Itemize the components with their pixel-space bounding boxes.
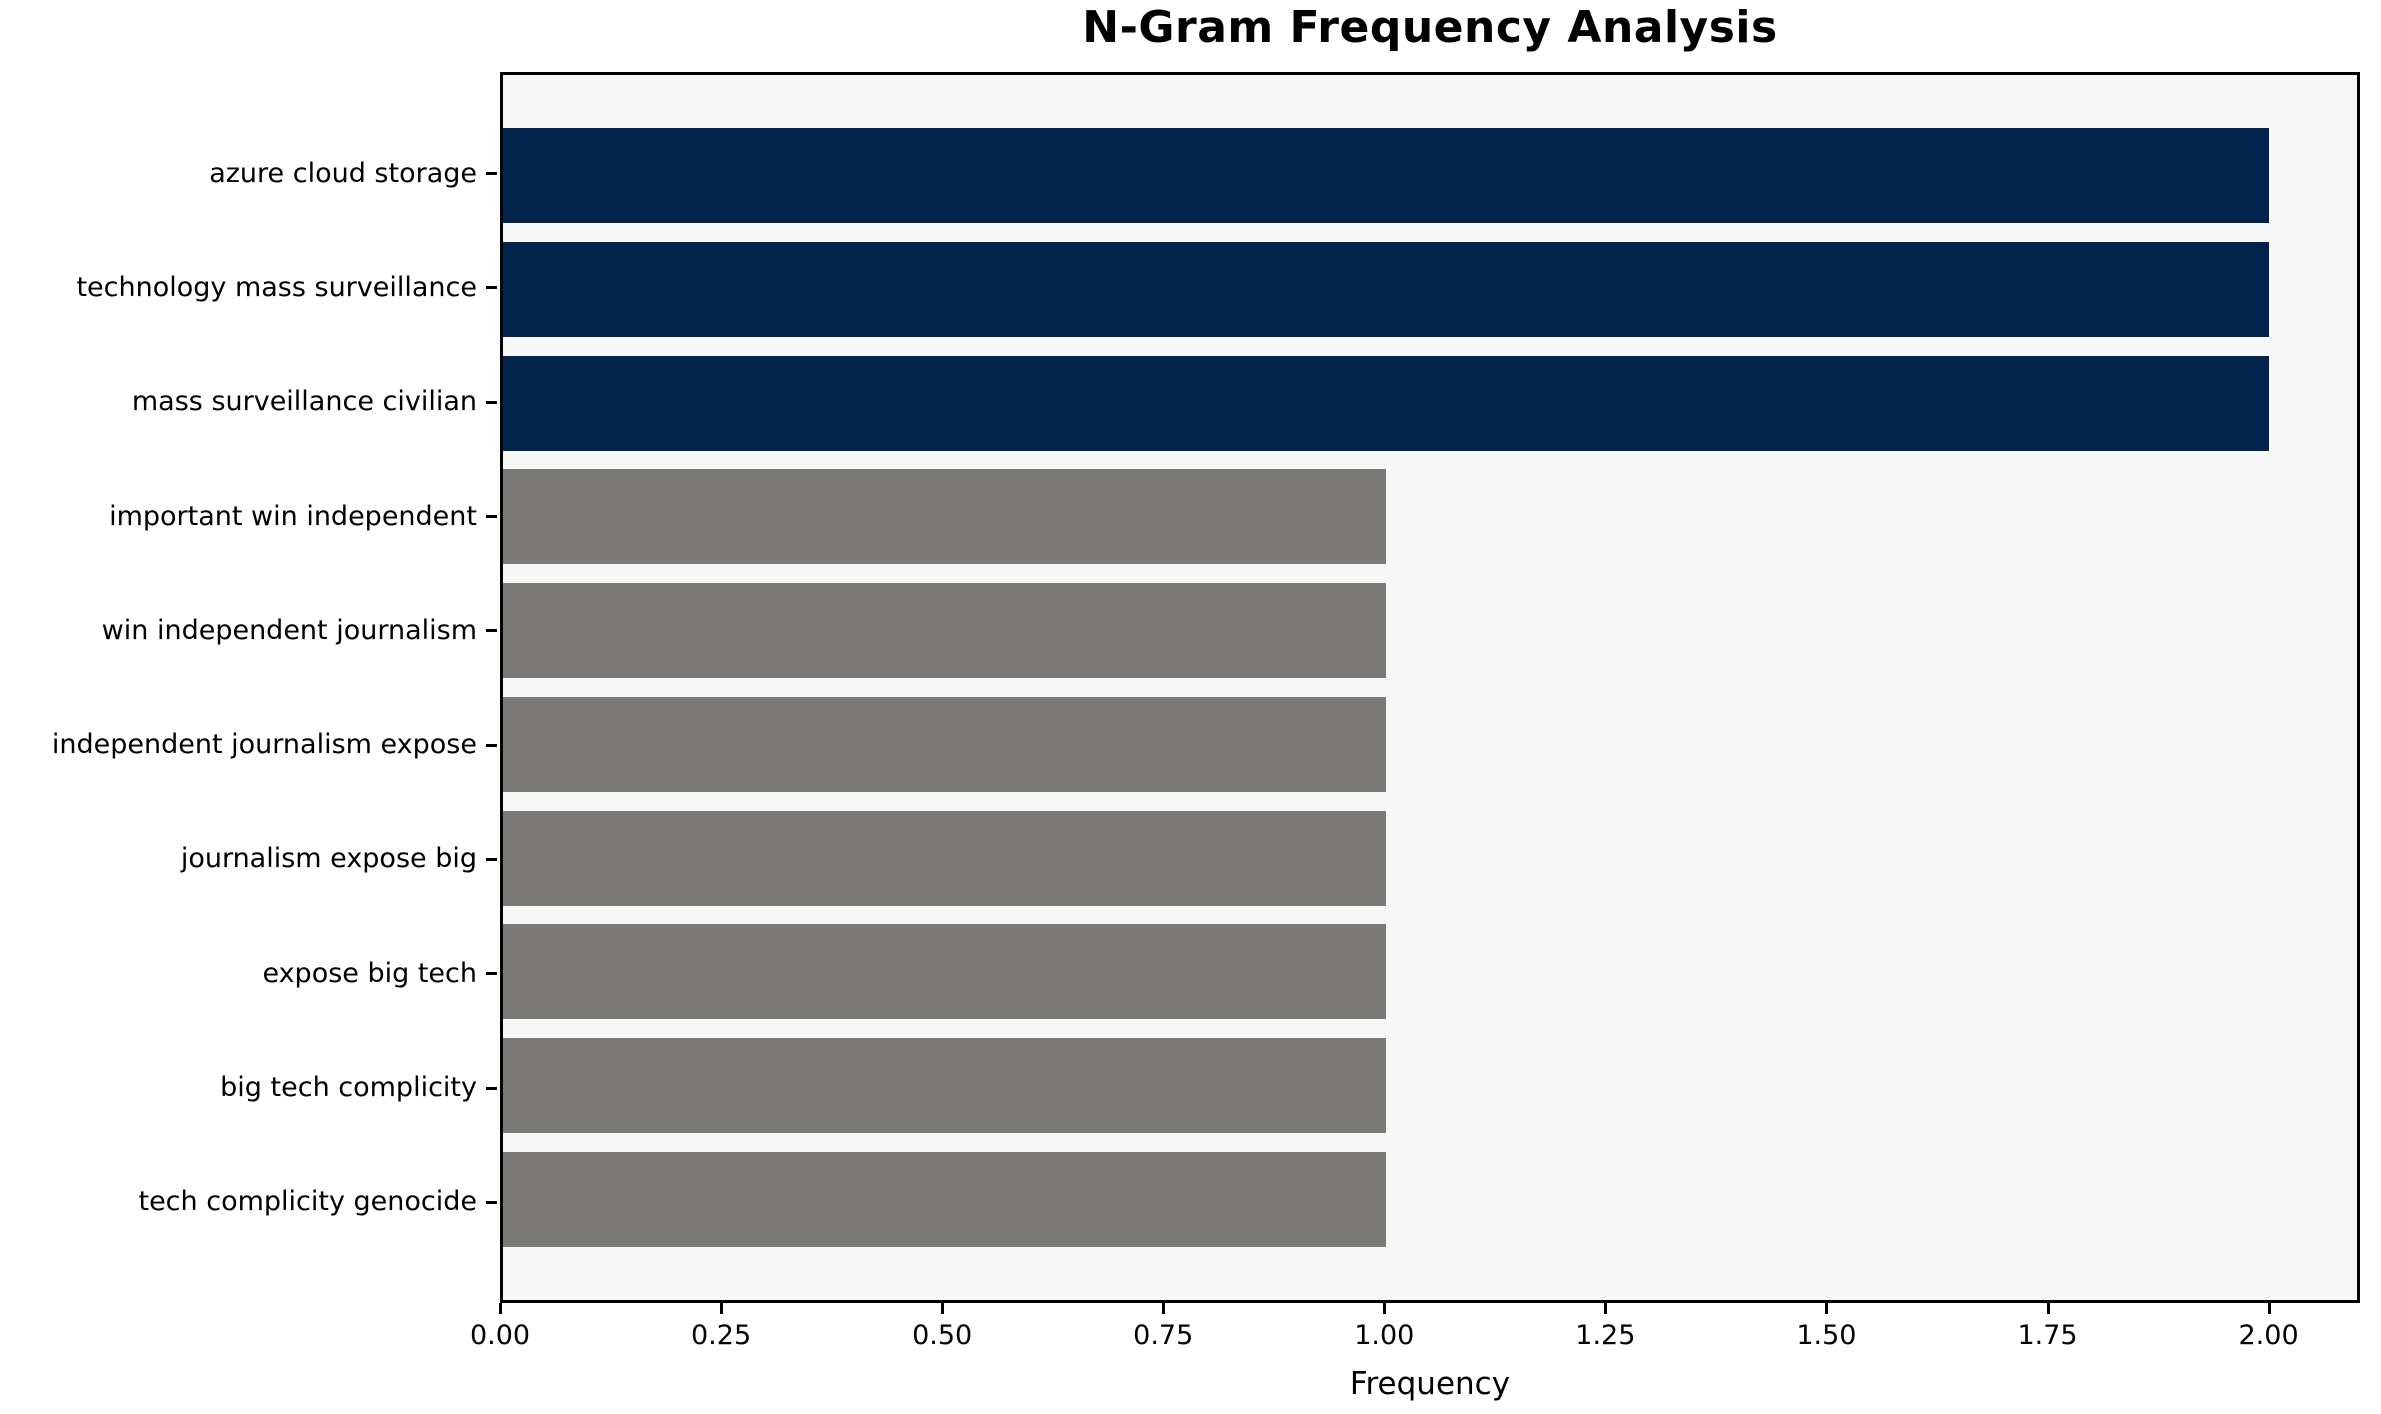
y-tick-label: mass surveillance civilian xyxy=(0,345,497,459)
chart-title: N-Gram Frequency Analysis xyxy=(1082,2,1778,53)
y-tick-label: journalism expose big xyxy=(0,802,497,916)
y-tick-mark xyxy=(486,857,497,861)
x-tick-label: 1.00 xyxy=(1354,1320,1415,1351)
bar-row xyxy=(503,1029,2357,1143)
x-tick-label: 0.00 xyxy=(469,1320,531,1351)
plot-area xyxy=(500,72,2360,1303)
bar xyxy=(503,924,1386,1020)
bar xyxy=(503,242,2269,338)
y-tick-label: important win independent xyxy=(0,459,497,573)
x-tick-label: 1.50 xyxy=(1796,1320,1857,1351)
bar-row xyxy=(503,915,2357,1029)
x-tick-label: 0.25 xyxy=(691,1320,752,1351)
bar xyxy=(503,1037,1386,1133)
y-tick-label: tech complicity genocide xyxy=(0,1145,497,1259)
x-tick-mark xyxy=(2267,1303,2271,1314)
y-tick-mark xyxy=(486,1086,497,1090)
x-tick-label: 0.50 xyxy=(912,1320,973,1351)
x-axis: 0.00 0.25 0.50 0.75 1.00 1.25 1.50 1.75 2.00 xyxy=(470,1300,2357,1360)
x-tick-label: 1.25 xyxy=(1575,1320,1636,1351)
bar xyxy=(503,128,2269,224)
x-tick-mark xyxy=(1825,1303,1829,1314)
bar xyxy=(503,810,1386,906)
bars-area xyxy=(503,75,2357,1300)
y-tick-mark xyxy=(486,172,497,176)
x-axis-title: Frequency xyxy=(1349,1366,1511,1402)
bar-row xyxy=(503,801,2357,915)
y-tick-mark xyxy=(486,286,497,290)
x-tick-mark xyxy=(1162,1303,1166,1314)
y-axis-labels: azure cloud storage technology mass surve… xyxy=(0,72,497,1303)
x-tick-mark xyxy=(1383,1303,1387,1314)
y-tick-label: win independent journalism xyxy=(0,573,497,687)
x-tick-mark xyxy=(720,1303,724,1314)
bar xyxy=(503,469,1386,565)
bar xyxy=(503,1151,1386,1247)
y-tick-mark xyxy=(486,972,497,976)
y-tick-mark xyxy=(486,515,497,519)
y-tick-label: big tech complicity xyxy=(0,1030,497,1144)
bar-row xyxy=(503,233,2357,347)
bar xyxy=(503,583,1386,679)
bar-row xyxy=(503,346,2357,460)
x-tick-mark xyxy=(499,1303,502,1314)
y-tick-label: expose big tech xyxy=(0,916,497,1030)
bar-row xyxy=(503,1142,2357,1256)
bar xyxy=(503,696,1386,792)
x-tick-label: 1.75 xyxy=(2017,1320,2078,1351)
y-tick-mark xyxy=(486,400,497,404)
bar-row xyxy=(503,460,2357,574)
bar-row xyxy=(503,119,2357,233)
bar-row xyxy=(503,688,2357,802)
y-tick-label: independent journalism expose xyxy=(0,687,497,801)
bar-row xyxy=(503,574,2357,688)
y-tick-mark xyxy=(486,629,497,633)
x-tick-mark xyxy=(1604,1303,1608,1314)
x-tick-label: 2.00 xyxy=(2238,1320,2299,1351)
x-tick-mark xyxy=(941,1303,945,1314)
y-tick-mark xyxy=(486,1200,497,1204)
y-tick-label: technology mass surveillance xyxy=(0,230,497,344)
y-tick-label: azure cloud storage xyxy=(0,116,497,230)
x-tick-label: 0.75 xyxy=(1133,1320,1194,1351)
x-tick-mark xyxy=(2046,1303,2050,1314)
bar xyxy=(503,355,2269,451)
y-tick-mark xyxy=(486,743,497,747)
